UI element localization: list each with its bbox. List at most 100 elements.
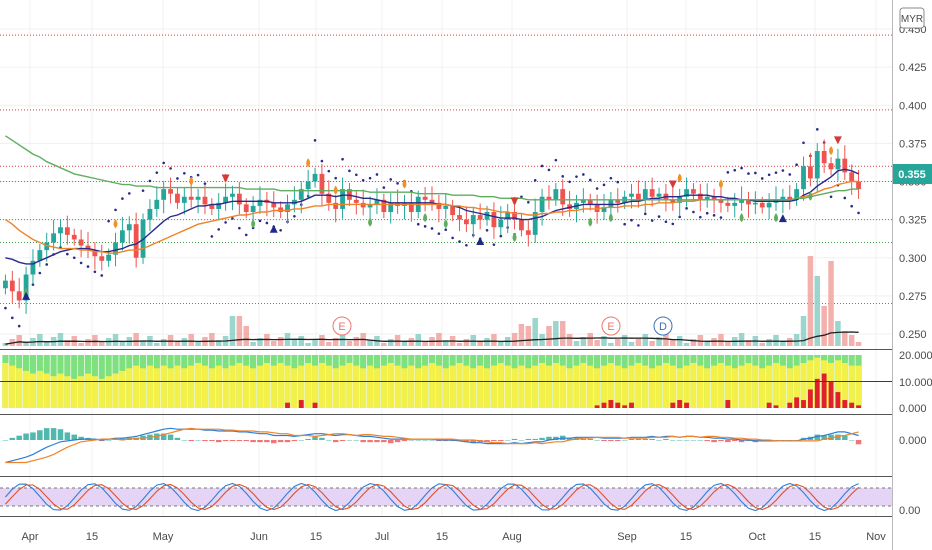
svg-text:D: D bbox=[659, 321, 667, 333]
macd-histogram-bar bbox=[326, 440, 332, 441]
sar-dot bbox=[609, 176, 613, 180]
ratio-bar-red bbox=[794, 397, 800, 408]
ratio-bar-yellow bbox=[435, 365, 442, 408]
volume-bar bbox=[780, 342, 786, 346]
macd-histogram-bar bbox=[243, 440, 249, 442]
sar-dot bbox=[162, 161, 165, 165]
ratio-bar-yellow bbox=[243, 365, 250, 408]
ratio-bar-yellow bbox=[662, 362, 670, 408]
ratio-bar-yellow bbox=[353, 365, 360, 408]
volume-bar bbox=[57, 333, 64, 346]
macd-histogram-bar bbox=[511, 438, 518, 440]
candle-body bbox=[175, 193, 180, 203]
sar-dot bbox=[45, 263, 49, 266]
volume-bar bbox=[649, 341, 655, 346]
volume-bar bbox=[367, 340, 373, 346]
ratio-bar-yellow bbox=[490, 365, 498, 408]
time-tick-label: Jun bbox=[250, 531, 268, 543]
buy-signal-dot bbox=[423, 213, 428, 223]
macd-histogram-bar bbox=[697, 440, 704, 441]
candle-body bbox=[684, 189, 689, 197]
macd-histogram-bar bbox=[683, 440, 690, 441]
ratio-bar-yellow bbox=[64, 376, 71, 408]
sell-signal-dot bbox=[677, 173, 682, 183]
sar-dot bbox=[382, 186, 386, 189]
macd-histogram-bar bbox=[787, 440, 793, 441]
stoch-k-line bbox=[4, 482, 859, 512]
candle-body bbox=[58, 227, 63, 234]
sar-dot bbox=[561, 175, 565, 178]
volume-bar bbox=[766, 339, 772, 346]
macd-histogram-bar bbox=[628, 438, 635, 440]
macd-histogram-bar bbox=[518, 440, 525, 441]
ratio-bar-yellow bbox=[463, 365, 470, 408]
volume-bar bbox=[229, 316, 236, 346]
ratio-bar-yellow bbox=[511, 368, 518, 408]
ratio-bar-yellow bbox=[442, 368, 449, 408]
down-triangle-marker bbox=[833, 136, 842, 145]
macd-panel bbox=[2, 427, 862, 464]
volume-bar bbox=[807, 256, 814, 346]
ratio-bar-yellow bbox=[91, 376, 98, 408]
ratio-bar-yellow bbox=[84, 373, 92, 408]
ratio-bar-yellow bbox=[208, 368, 215, 408]
candle-body bbox=[333, 202, 339, 209]
last-price-label: 0.355 bbox=[893, 164, 932, 184]
ratio-bar-yellow bbox=[532, 365, 539, 408]
volume-bar bbox=[848, 335, 855, 346]
sar-dot bbox=[685, 207, 688, 210]
ratio-bar-yellow bbox=[573, 365, 580, 408]
volume-bar bbox=[745, 340, 752, 346]
volume-bar bbox=[188, 334, 194, 346]
ratio-bar-red bbox=[601, 402, 607, 408]
ratio-bar-yellow bbox=[759, 368, 766, 408]
ratio-bar-yellow bbox=[841, 362, 848, 408]
candle-body bbox=[85, 245, 91, 251]
sar-dot bbox=[754, 171, 757, 175]
time-axis[interactable]: Apr 15 May Jun 15 Jul 15 Aug Sep 15 Oct 15 Nov bbox=[21, 531, 886, 543]
time-tick-label: Aug bbox=[502, 531, 522, 543]
candle-body bbox=[305, 181, 311, 190]
macd-histogram-bar bbox=[78, 436, 84, 440]
volume-bar bbox=[587, 333, 593, 346]
candle-body bbox=[842, 158, 848, 173]
macd-histogram-bar bbox=[195, 440, 201, 441]
dividend-marker[interactable]: D bbox=[653, 316, 673, 336]
macd-histogram-bar bbox=[842, 435, 848, 440]
ratio-bar-yellow bbox=[793, 365, 800, 408]
sar-dot bbox=[499, 234, 503, 238]
macd-histogram-bar bbox=[484, 440, 490, 443]
ratio-bar-yellow bbox=[538, 362, 546, 408]
currency-badge[interactable]: MYR bbox=[899, 7, 925, 29]
ratio-bar-red bbox=[608, 400, 614, 408]
earnings-marker-1[interactable]: E bbox=[332, 316, 352, 336]
ratio-bar-yellow bbox=[346, 362, 353, 408]
volume-bar bbox=[463, 339, 470, 346]
ratio-bar-yellow bbox=[772, 362, 780, 408]
sar-dot bbox=[375, 173, 379, 176]
sar-dot bbox=[423, 225, 427, 228]
candle-body bbox=[326, 193, 332, 203]
ratio-bar-yellow bbox=[724, 365, 731, 408]
sar-dot bbox=[733, 168, 737, 172]
sar-dot bbox=[389, 178, 393, 181]
macd-histogram-bar bbox=[284, 440, 291, 443]
ratio-bar-yellow bbox=[380, 365, 387, 408]
volume-bar bbox=[814, 276, 821, 346]
candle-body bbox=[642, 189, 648, 200]
sar-dot bbox=[176, 177, 179, 180]
volume-bar bbox=[160, 339, 167, 346]
ratio-bar-yellow bbox=[332, 368, 339, 408]
ratio-bar-red bbox=[849, 402, 855, 408]
macd-histogram-bar bbox=[312, 436, 318, 440]
sar-dot bbox=[781, 169, 785, 172]
macd-histogram-bar bbox=[50, 428, 57, 440]
signal-markers bbox=[22, 136, 842, 300]
macd-histogram-bar bbox=[271, 440, 277, 444]
earnings-marker-2[interactable]: E bbox=[601, 316, 621, 336]
volume-bar bbox=[642, 334, 649, 346]
stochastic-axis: 0.00 bbox=[899, 505, 920, 517]
candle-body bbox=[649, 189, 655, 197]
ratio-bar-red bbox=[285, 402, 290, 408]
sar-dot bbox=[802, 141, 805, 145]
